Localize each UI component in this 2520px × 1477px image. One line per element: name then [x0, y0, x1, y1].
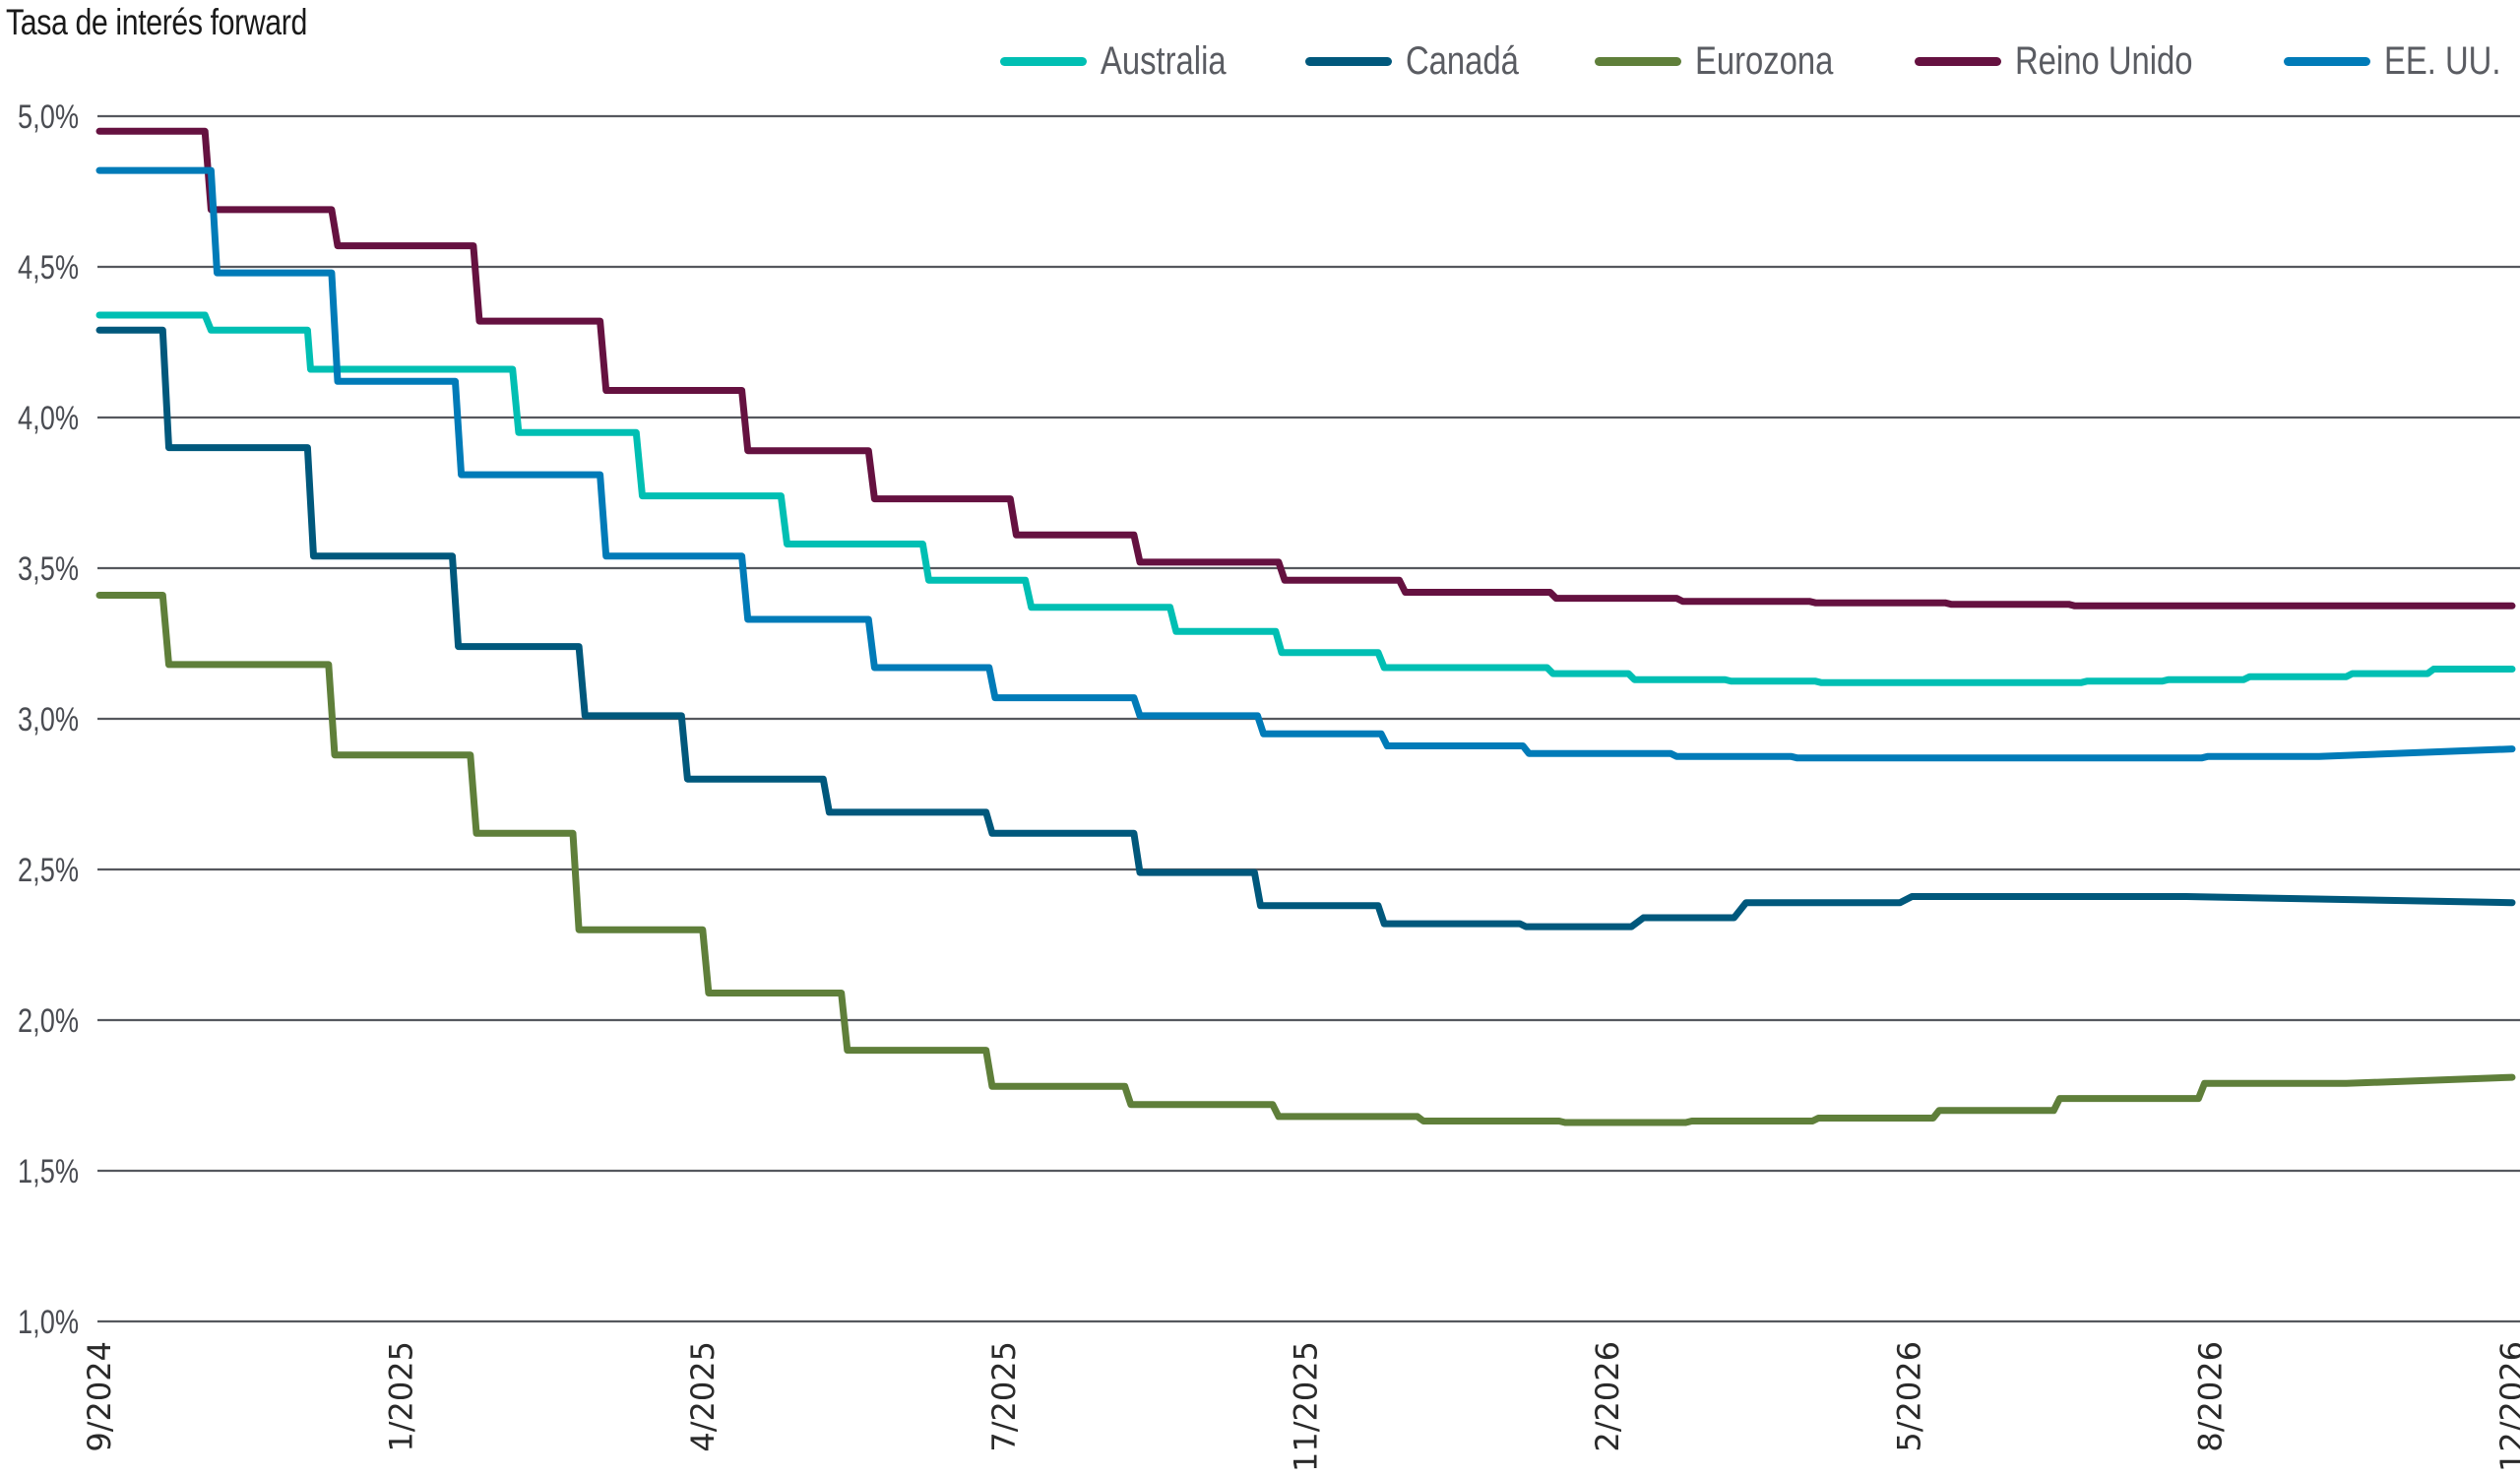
y-tick-label: 1,0%	[18, 1303, 79, 1341]
legend-label: EE. UU.	[2383, 39, 2500, 83]
x-tick-label: 7/2025	[985, 1341, 1023, 1452]
x-tick-label: 9/2024	[81, 1341, 118, 1452]
legend-label: Australia	[1101, 39, 1228, 83]
y-axis-tick-labels: 5,0% 4,5% 4,0% 3,5% 3,0% 2,5% 2,0% 1,5% 1,0%	[18, 97, 79, 1341]
series-line-canada	[95, 326, 2516, 931]
x-tick-label: 8/2026	[2192, 1341, 2230, 1452]
y-tick-label: 3,0%	[18, 700, 79, 738]
legend-label: Reino Unido	[2015, 39, 2193, 83]
x-tick-label: 2/2026	[1589, 1341, 1626, 1452]
legend-label: Eurozona	[1695, 39, 1834, 83]
legend: Australia Canadá Eurozona Reino Unido EE. UU…	[1000, 39, 2512, 84]
x-tick-label: 12/2026	[2493, 1341, 2520, 1472]
series-line-reino-unido	[95, 127, 2516, 610]
series-line-eurozona	[95, 592, 2516, 1126]
legend-item-australia: Australia	[1000, 39, 1240, 84]
legend-item-canada: Canadá	[1305, 39, 1530, 84]
chart-title: Tasa de interés forward	[6, 2, 307, 42]
legend-swatch-australia	[1000, 57, 1088, 66]
y-tick-label: 5,0%	[18, 97, 79, 136]
legend-swatch-reino-unido	[1915, 57, 2002, 66]
y-tick-label: 1,5%	[18, 1152, 79, 1190]
x-tick-label: 4/2025	[684, 1341, 722, 1452]
legend-swatch-eurozona	[1595, 57, 1682, 66]
gridlines	[97, 114, 2520, 1323]
legend-item-reino-unido: Reino Unido	[1915, 39, 2218, 84]
y-tick-label: 3,5%	[18, 549, 79, 588]
series-lines	[95, 127, 2516, 1126]
y-tick-label: 4,5%	[18, 248, 79, 287]
legend-label: Canadá	[1406, 39, 1519, 83]
x-tick-label: 1/2025	[382, 1341, 419, 1452]
legend-swatch-ee-uu	[2283, 57, 2370, 66]
x-tick-label: 5/2026	[1890, 1341, 1927, 1452]
legend-item-ee-uu: EE. UU.	[2283, 39, 2512, 84]
legend-item-eurozona: Eurozona	[1595, 39, 1850, 84]
x-axis-tick-labels: 9/2024 1/2025 4/2025 7/2025 11/2025 2/2026 5/2…	[81, 1341, 2520, 1472]
y-tick-label: 4,0%	[18, 399, 79, 437]
legend-swatch-canada	[1305, 57, 1393, 66]
series-line-ee-uu	[95, 166, 2516, 762]
x-tick-label: 11/2025	[1288, 1341, 1325, 1472]
y-tick-label: 2,5%	[18, 851, 79, 889]
series-line-australia	[95, 311, 2516, 686]
y-tick-label: 2,0%	[18, 1001, 79, 1040]
